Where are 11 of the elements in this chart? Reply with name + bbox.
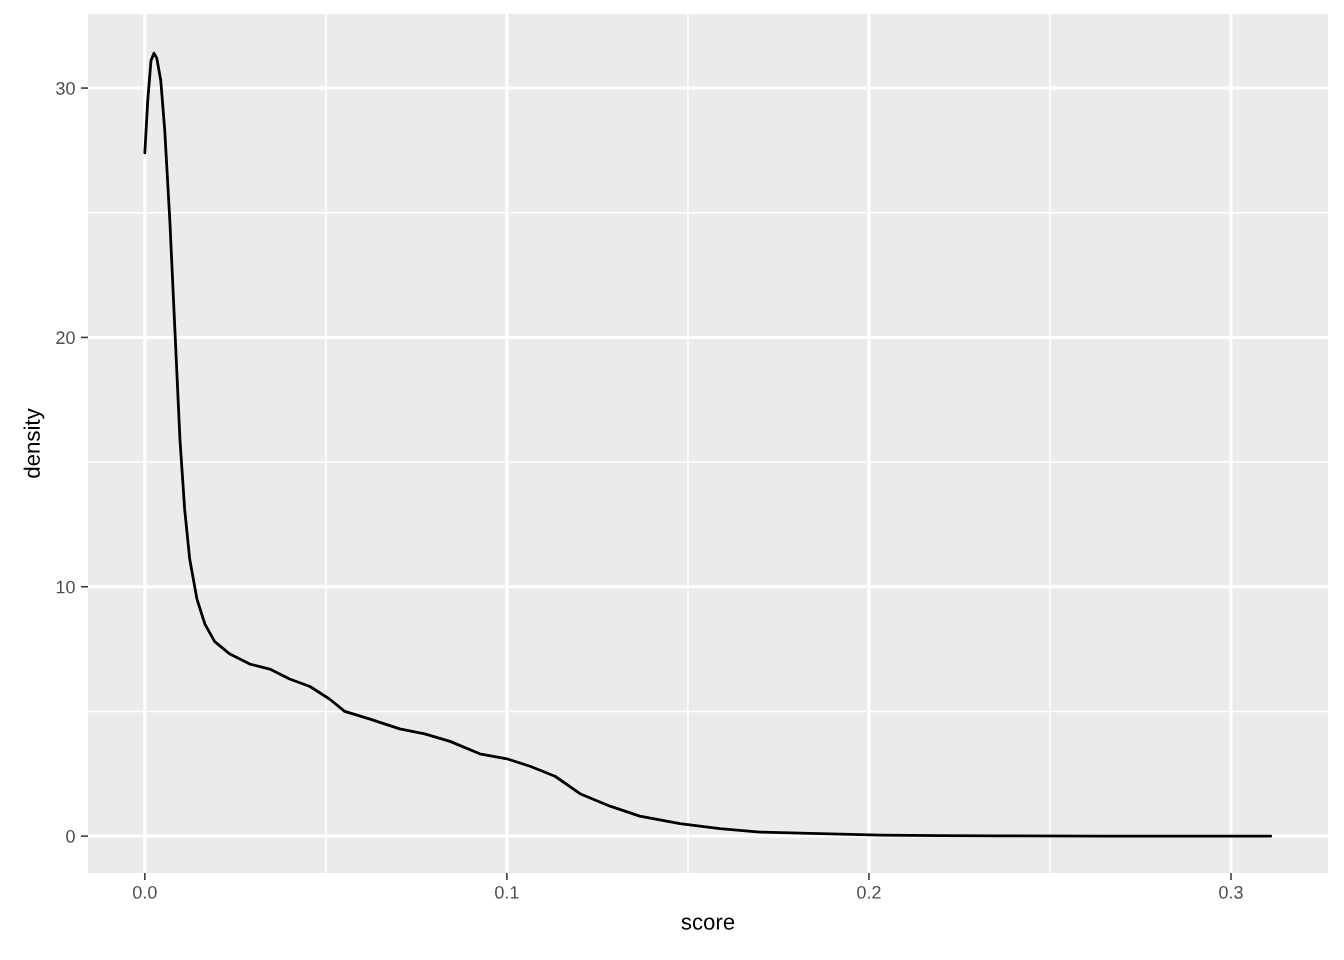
x-tick-label: 0.2 <box>857 885 881 899</box>
y-tick-label: 30 <box>56 81 75 95</box>
y-tick-label: 0 <box>66 830 75 843</box>
y-axis-title: density <box>23 408 45 478</box>
line-series <box>143 51 1273 838</box>
y-tick-label: 20 <box>56 331 75 345</box>
x-tick-label: 0.3 <box>1219 885 1243 899</box>
x-axis-title: score <box>681 917 735 930</box>
x-tick-label: 0.1 <box>495 885 519 899</box>
x-tick-label: 0.0 <box>133 885 157 899</box>
y-tick-label: 10 <box>56 580 75 594</box>
